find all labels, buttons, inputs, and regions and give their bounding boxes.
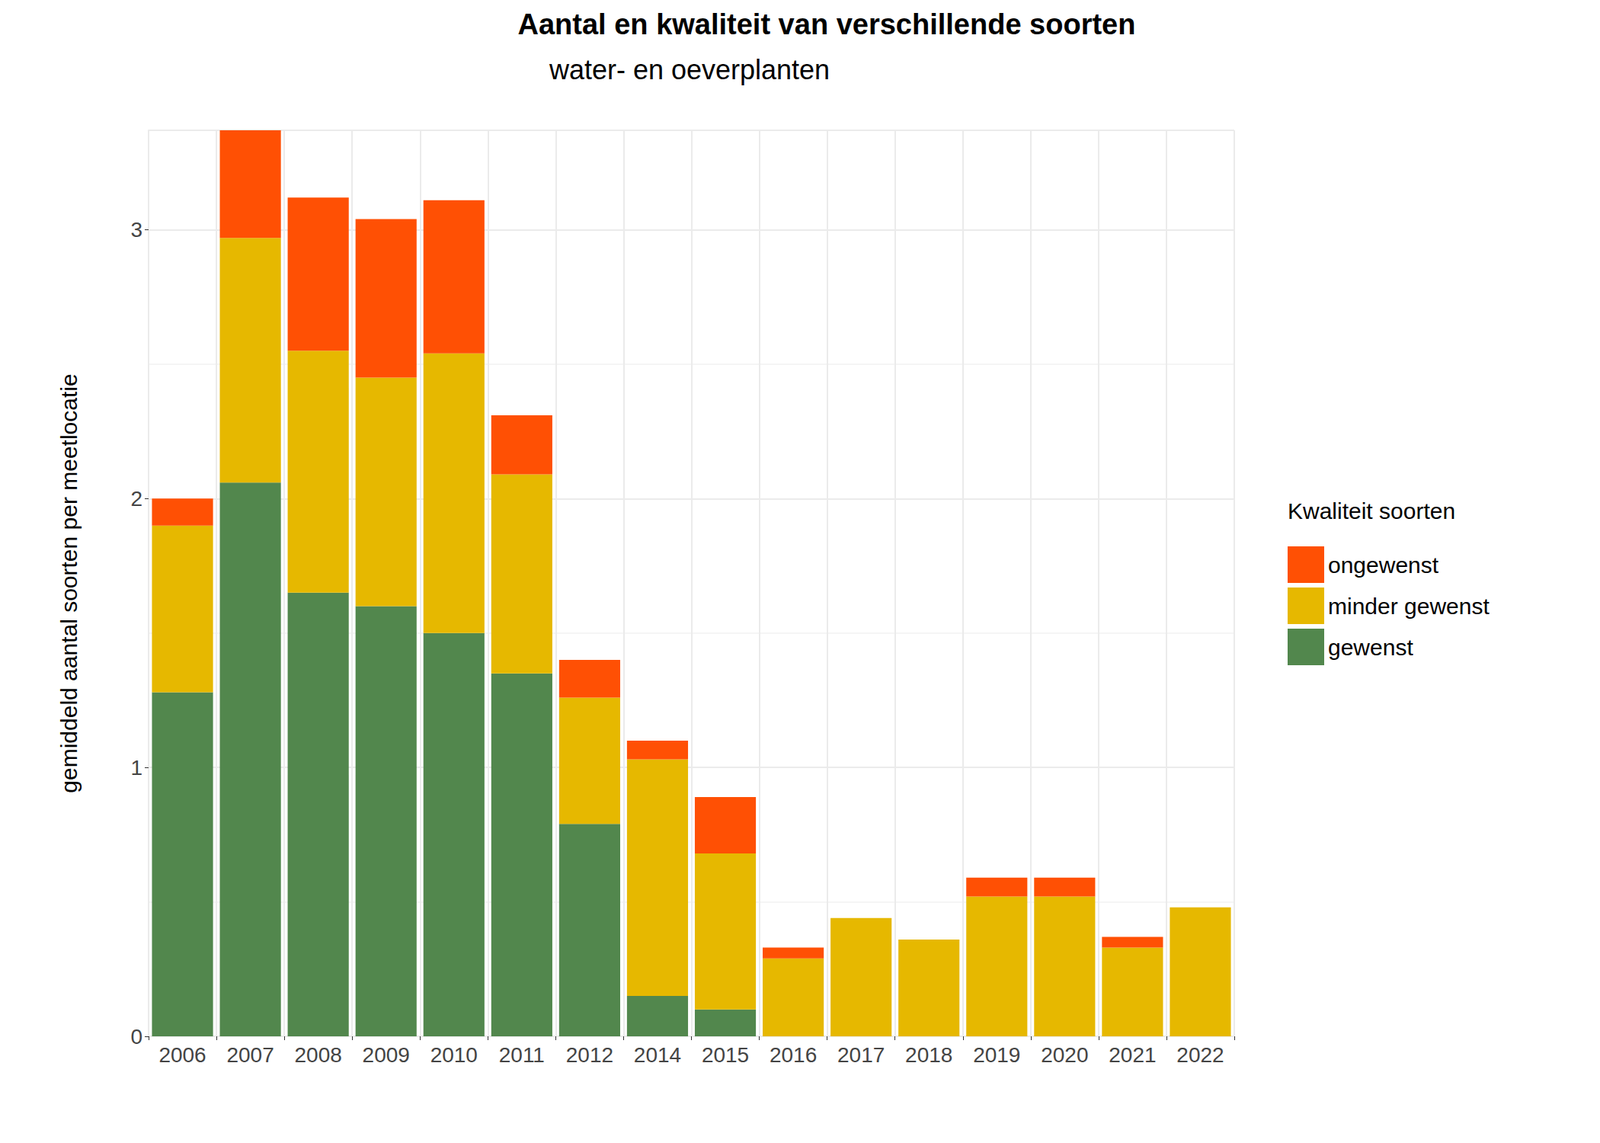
svg-text:2016: 2016 bbox=[769, 1043, 817, 1067]
svg-text:gemiddeld aantal soorten per m: gemiddeld aantal soorten per meetlocatie bbox=[56, 373, 82, 793]
svg-text:2020: 2020 bbox=[1040, 1043, 1088, 1067]
svg-text:2012: 2012 bbox=[566, 1043, 614, 1067]
svg-text:2018: 2018 bbox=[905, 1043, 953, 1067]
svg-text:2022: 2022 bbox=[1176, 1043, 1224, 1067]
svg-text:ongewenst: ongewenst bbox=[1328, 552, 1440, 578]
svg-text:2021: 2021 bbox=[1108, 1043, 1156, 1067]
svg-text:Kwaliteit soorten: Kwaliteit soorten bbox=[1287, 498, 1456, 524]
svg-text:1: 1 bbox=[130, 755, 143, 780]
svg-text:2015: 2015 bbox=[701, 1043, 749, 1067]
svg-text:2: 2 bbox=[130, 486, 143, 511]
svg-text:2009: 2009 bbox=[362, 1043, 410, 1067]
svg-text:2011: 2011 bbox=[499, 1043, 545, 1067]
svg-text:2008: 2008 bbox=[294, 1043, 343, 1067]
svg-text:2010: 2010 bbox=[430, 1043, 478, 1067]
svg-text:2017: 2017 bbox=[837, 1043, 885, 1067]
svg-text:3: 3 bbox=[130, 217, 143, 242]
svg-text:minder gewenst: minder gewenst bbox=[1328, 593, 1490, 619]
svg-text:water- en oeverplanten: water- en oeverplanten bbox=[548, 54, 830, 86]
svg-text:Aantal en kwaliteit van versch: Aantal en kwaliteit van verschillende so… bbox=[518, 8, 1136, 41]
svg-text:gewenst: gewenst bbox=[1328, 634, 1414, 660]
svg-text:2007: 2007 bbox=[226, 1043, 274, 1067]
svg-text:2014: 2014 bbox=[633, 1043, 682, 1067]
svg-text:0: 0 bbox=[130, 1024, 143, 1049]
svg-text:2006: 2006 bbox=[158, 1043, 206, 1067]
svg-text:2019: 2019 bbox=[972, 1043, 1021, 1067]
